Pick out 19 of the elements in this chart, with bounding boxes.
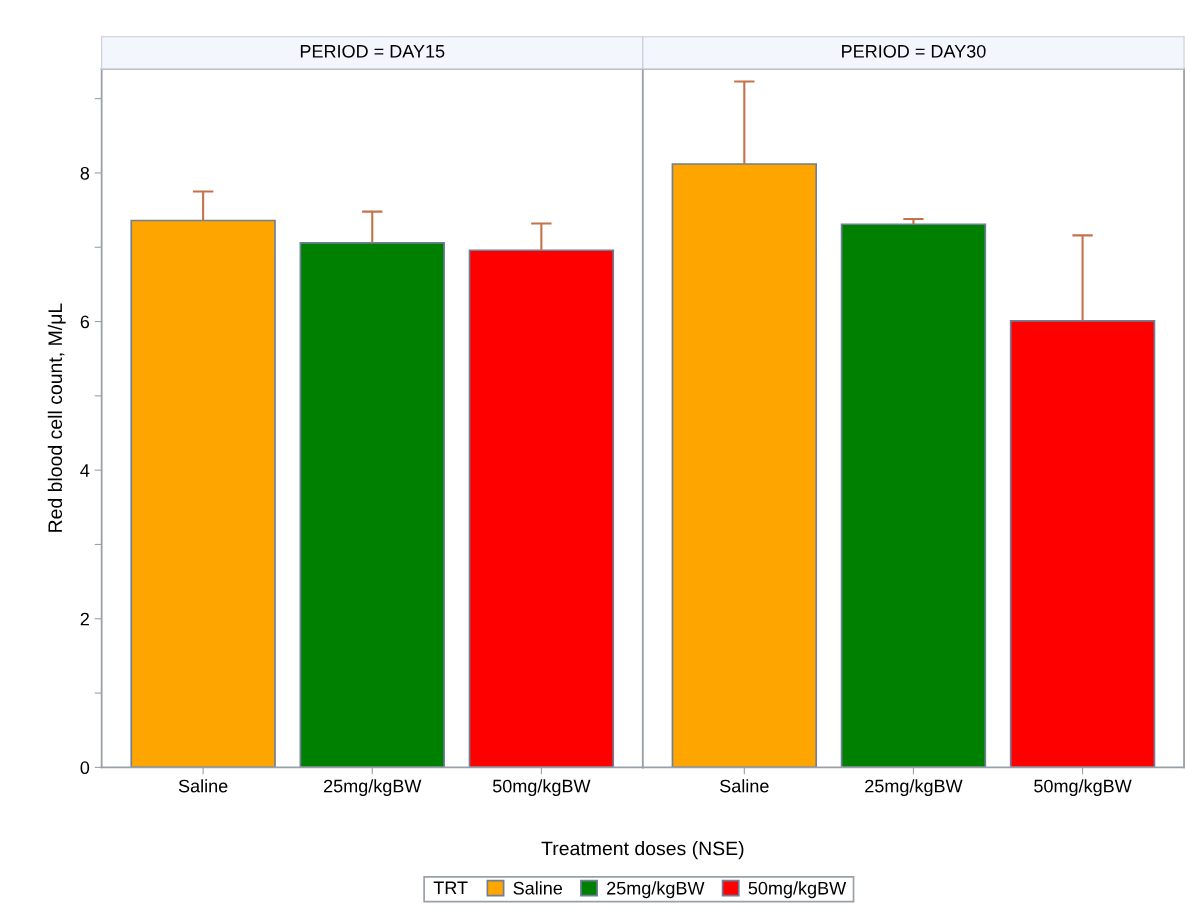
x-tick-label: 50mg/kgBW [492,779,591,796]
y-tick-label: 0 [80,761,90,775]
y-tick-label: 4 [80,464,90,477]
legend-label: Saline [513,881,563,895]
x-tick-label: 25mg/kgBW [865,779,963,796]
chart-title: PERIOD = DAY30 [842,44,986,58]
x-axis-title: Treatment doses (NSE) [541,841,744,860]
x-tick-label: Saline [720,779,769,793]
x-tick-label: 50mg/kgBW [1034,779,1132,796]
y-tick-label: 8 [80,166,90,180]
x-tick-label: Saline [178,779,228,793]
legend-title: TRT [433,881,468,894]
y-tick-label: 2 [80,612,89,626]
legend-label: 50mg/kgBW [748,881,847,899]
x-tick-label: 25mg/kgBW [324,779,422,796]
chart-title: PERIOD = DAY15 [300,44,445,58]
legend-label: 25mg/kgBW [607,881,705,899]
y-axis-title: Red blood cell count, M/μL [47,303,66,532]
y-tick-label: 6 [80,315,90,329]
